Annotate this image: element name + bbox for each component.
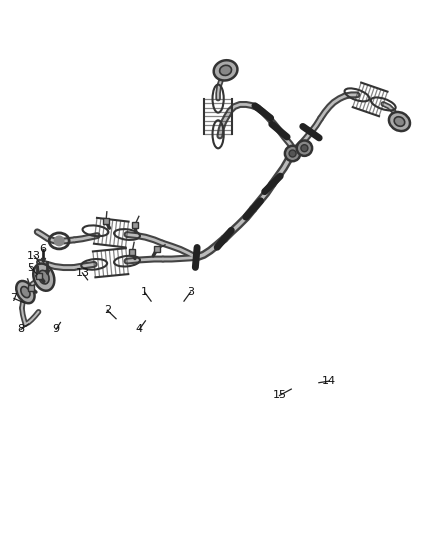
Ellipse shape [389,112,410,131]
Ellipse shape [285,146,300,161]
Text: 13: 13 [27,251,41,261]
Ellipse shape [289,150,296,157]
Ellipse shape [39,270,49,284]
Text: 6: 6 [39,245,46,254]
Text: 9: 9 [53,325,60,334]
Ellipse shape [21,287,30,297]
Ellipse shape [394,117,405,126]
Ellipse shape [214,60,237,80]
Text: 1: 1 [141,287,148,297]
Ellipse shape [297,141,312,156]
Circle shape [54,236,64,246]
Text: 7: 7 [11,294,18,303]
Ellipse shape [301,144,308,152]
Ellipse shape [33,263,54,291]
Ellipse shape [219,65,232,76]
Text: 8: 8 [18,325,25,334]
Text: 4: 4 [136,325,143,334]
Ellipse shape [16,281,35,303]
Text: 14: 14 [322,376,336,386]
Text: 13: 13 [75,268,89,278]
Text: 5: 5 [27,263,34,272]
Text: 3: 3 [187,287,194,297]
Text: 15: 15 [272,391,286,400]
Text: 2: 2 [104,305,111,315]
